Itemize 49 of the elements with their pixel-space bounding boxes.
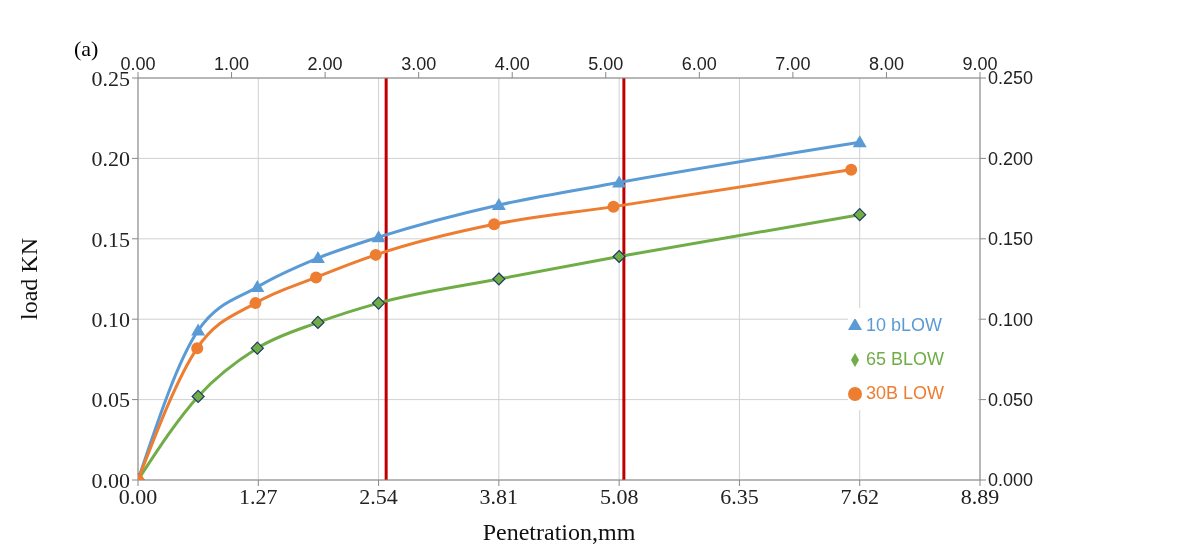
y-tick-label: 0.15 bbox=[91, 226, 130, 252]
x-tick-label: 5.08 bbox=[599, 483, 639, 509]
point bbox=[492, 272, 506, 286]
y-tick-label: 0.10 bbox=[91, 307, 130, 333]
x-tick-label: 1.27 bbox=[239, 483, 278, 509]
x2-tick-label: 3.00 bbox=[401, 54, 437, 74]
point bbox=[845, 163, 858, 176]
point bbox=[191, 389, 205, 403]
legend-label: 30B LOW bbox=[866, 383, 945, 403]
x2-tick-label: 1.00 bbox=[214, 54, 250, 74]
point bbox=[369, 248, 382, 261]
point bbox=[491, 198, 506, 211]
x2-tick-label: 2.00 bbox=[307, 54, 343, 74]
x-tick-label: 7.62 bbox=[840, 483, 879, 509]
point bbox=[371, 230, 386, 243]
point bbox=[488, 218, 501, 231]
point bbox=[249, 297, 262, 310]
x2-tick-label: 5.00 bbox=[588, 54, 624, 74]
x-tick-label: 3.81 bbox=[479, 483, 519, 509]
x2-tick-label: 6.00 bbox=[681, 54, 717, 74]
legend-label: 10 bLOW bbox=[866, 315, 943, 335]
y-tick-label: 0.20 bbox=[91, 146, 130, 172]
x2-tick-label: 8.00 bbox=[868, 54, 904, 74]
y2-tick-label: 0.100 bbox=[988, 309, 1034, 330]
point bbox=[191, 342, 204, 355]
x-tick-label: 2.54 bbox=[359, 483, 398, 509]
point bbox=[311, 315, 325, 330]
point bbox=[250, 341, 264, 355]
y2-tick-label: 0.050 bbox=[988, 389, 1034, 410]
point bbox=[612, 175, 627, 188]
point bbox=[310, 271, 323, 284]
text: (a) bbox=[74, 36, 99, 62]
legend-label: 65 BLOW bbox=[866, 349, 945, 369]
y-axis-title: load KN bbox=[15, 238, 42, 320]
x-tick-label: 6.35 bbox=[720, 483, 759, 509]
y2-tick-label: 0.200 bbox=[988, 148, 1034, 169]
point bbox=[612, 249, 626, 264]
x2-tick-label: 7.00 bbox=[775, 54, 811, 74]
point bbox=[191, 323, 206, 336]
y-tick-label: 0.05 bbox=[91, 387, 130, 413]
point bbox=[250, 280, 265, 293]
point bbox=[852, 135, 867, 148]
point bbox=[310, 251, 325, 264]
x-axis-title: Penetration,mm bbox=[482, 519, 636, 545]
point bbox=[607, 200, 620, 213]
point bbox=[853, 208, 867, 222]
point bbox=[371, 296, 386, 310]
x2-tick-label: 4.00 bbox=[494, 54, 530, 74]
y2-tick-label: 0.150 bbox=[988, 229, 1034, 250]
